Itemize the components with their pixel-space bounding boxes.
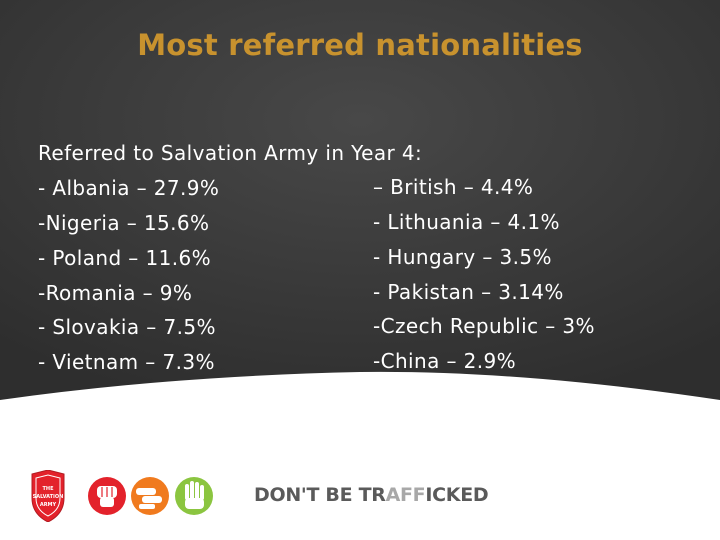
footer-slogan: DON'T BE TRAFFICKED — [254, 484, 489, 506]
open-hand-icon — [175, 477, 213, 515]
intro-text: Referred to Salvation Army in Year 4: — [38, 141, 423, 165]
list-item-left: - Poland – 11.6% — [38, 246, 211, 270]
svg-text:ARMY: ARMY — [40, 502, 57, 508]
list-item-left: - Albania – 27.9% — [38, 176, 220, 200]
list-item-right: -Czech Republic – 3% — [373, 314, 595, 338]
list-item-left: -Nigeria – 15.6% — [38, 211, 210, 235]
list-item-left: - Vietnam – 7.3% — [38, 350, 215, 374]
salvation-army-shield-icon: THE SALVATION ARMY — [31, 470, 65, 522]
footer-logos: THE SALVATION ARMY — [31, 470, 213, 522]
slogan-part-1: DON'T BE TR — [254, 484, 386, 506]
slide-title: Most referred nationalities — [137, 28, 583, 62]
list-item-right: - Lithuania – 4.1% — [373, 210, 560, 234]
list-item-right: -China – 2.9% — [373, 349, 517, 373]
slogan-part-2: AFF — [385, 484, 426, 506]
list-item-left: -Romania – 9% — [38, 281, 193, 305]
svg-text:THE: THE — [42, 486, 54, 492]
list-item-right: - Hungary – 3.5% — [373, 245, 552, 269]
handshake-icon — [131, 477, 169, 515]
svg-text:SALVATION: SALVATION — [33, 494, 64, 500]
fist-icon — [88, 477, 126, 515]
list-item-right: - Pakistan – 3.14% — [373, 280, 564, 304]
list-item-right: – British – 4.4% — [373, 175, 534, 199]
list-item-left: - Slovakia – 7.5% — [38, 315, 216, 339]
slogan-part-3: ICKED — [425, 484, 489, 506]
